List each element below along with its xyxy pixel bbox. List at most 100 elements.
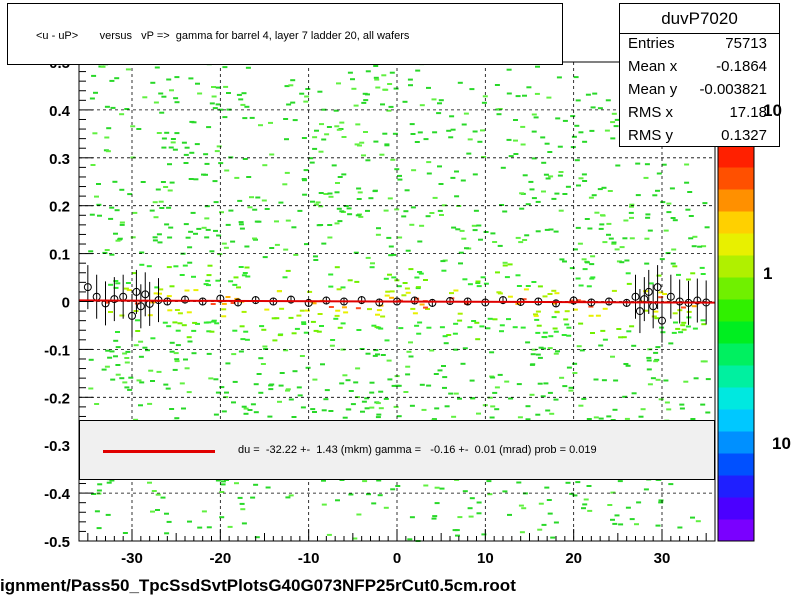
heatmap-cell [361, 154, 366, 157]
heatmap-cell [318, 150, 324, 153]
heatmap-cell [179, 274, 185, 276]
profile-point [132, 287, 141, 296]
heatmap-cell [90, 164, 96, 166]
heatmap-cell [494, 84, 500, 86]
heatmap-cell [130, 156, 136, 159]
stats-label: Mean y [628, 81, 678, 98]
heatmap-cell [96, 183, 101, 185]
heatmap-cell [250, 403, 256, 406]
heatmap-cell [525, 285, 531, 287]
heatmap-cell [600, 214, 605, 217]
heatmap-cell [305, 88, 311, 90]
heatmap-cell [191, 352, 197, 355]
heatmap-cell [302, 179, 307, 182]
heatmap-cell [578, 322, 584, 325]
heatmap-cell [362, 92, 368, 95]
heatmap-cell [386, 236, 392, 239]
heatmap-cell [635, 194, 641, 197]
heatmap-cell [252, 237, 257, 240]
heatmap-cell [355, 367, 361, 370]
heatmap-cell [104, 365, 110, 368]
heatmap-cell [119, 221, 125, 224]
heatmap-cell [592, 92, 598, 95]
heatmap-cell [340, 286, 346, 289]
heatmap-cell [265, 486, 271, 489]
heatmap-cell [431, 418, 437, 421]
heatmap-cell [203, 321, 209, 324]
heatmap-cell [149, 209, 155, 212]
heatmap-cell [666, 408, 672, 411]
heatmap-cell [113, 355, 118, 358]
profile-point [287, 295, 295, 304]
heatmap-cell [522, 239, 528, 241]
y-tick-label: 0.3 [49, 151, 70, 168]
heatmap-cell [206, 284, 211, 287]
heatmap-cell [353, 381, 359, 384]
heatmap-cell [132, 272, 137, 275]
heatmap-cell [635, 162, 641, 165]
heatmap-cell [516, 285, 522, 287]
heatmap-cell [232, 329, 238, 332]
heatmap-cell [612, 522, 618, 525]
heatmap-cell [327, 224, 333, 226]
heatmap-cell [335, 499, 340, 502]
heatmap-cell [570, 115, 576, 118]
heatmap-cell [390, 488, 396, 491]
heatmap-cell [562, 119, 568, 122]
heatmap-cell [537, 528, 543, 531]
heatmap-cell [347, 71, 353, 74]
heatmap-cell [441, 269, 447, 272]
heatmap-cell [663, 229, 669, 232]
heatmap-cell [159, 111, 165, 114]
heatmap-cell [348, 390, 354, 392]
heatmap-cell [139, 381, 145, 384]
heatmap-cell [288, 398, 294, 401]
heatmap-cell [132, 211, 138, 214]
heatmap-cell [405, 373, 411, 376]
profile-point [375, 298, 384, 307]
heatmap-cell [169, 181, 175, 184]
heatmap-cell [296, 386, 302, 389]
profile-points [83, 265, 711, 343]
heatmap-cell [457, 397, 462, 400]
stats-row-mean-y: Mean y -0.003821 [620, 81, 779, 104]
heatmap-cell [234, 176, 240, 179]
heatmap-cell [310, 200, 315, 203]
heatmap-cell [166, 325, 172, 328]
heatmap-cell [181, 141, 187, 144]
heatmap-cell [442, 386, 447, 389]
heatmap-cell [353, 104, 359, 107]
stats-row-rms-x: RMS x 17.18 [620, 104, 779, 127]
heatmap-cell [169, 89, 174, 92]
heatmap-cell [504, 380, 510, 383]
heatmap-cell [466, 152, 472, 155]
heatmap-cell [343, 205, 349, 207]
heatmap-cell [607, 190, 613, 192]
heatmap-cell [339, 382, 345, 385]
heatmap-cell [658, 501, 664, 504]
stats-label: Mean x [628, 58, 678, 75]
heatmap-cell [309, 161, 315, 164]
heatmap-cell [590, 106, 596, 109]
heatmap-cell [391, 384, 397, 387]
heatmap-cell [272, 339, 278, 342]
heatmap-cell [568, 389, 574, 392]
heatmap-cell [310, 408, 316, 411]
heatmap-cell [499, 324, 505, 327]
heatmap-cell [606, 415, 612, 418]
heatmap-cell [453, 289, 459, 292]
heatmap-cell [174, 309, 180, 311]
heatmap-cell [313, 203, 319, 206]
heatmap-cell [432, 131, 438, 134]
heatmap-cell [426, 86, 431, 89]
heatmap-cell [233, 276, 239, 279]
heatmap-cell [686, 310, 692, 313]
heatmap-cell [381, 74, 387, 77]
heatmap-cell [553, 330, 559, 333]
heatmap-cell [88, 358, 94, 361]
heatmap-cell [495, 271, 500, 274]
heatmap-cell [93, 91, 98, 94]
profile-point [693, 296, 702, 305]
heatmap-cell [243, 407, 249, 410]
heatmap-cell [89, 97, 95, 100]
